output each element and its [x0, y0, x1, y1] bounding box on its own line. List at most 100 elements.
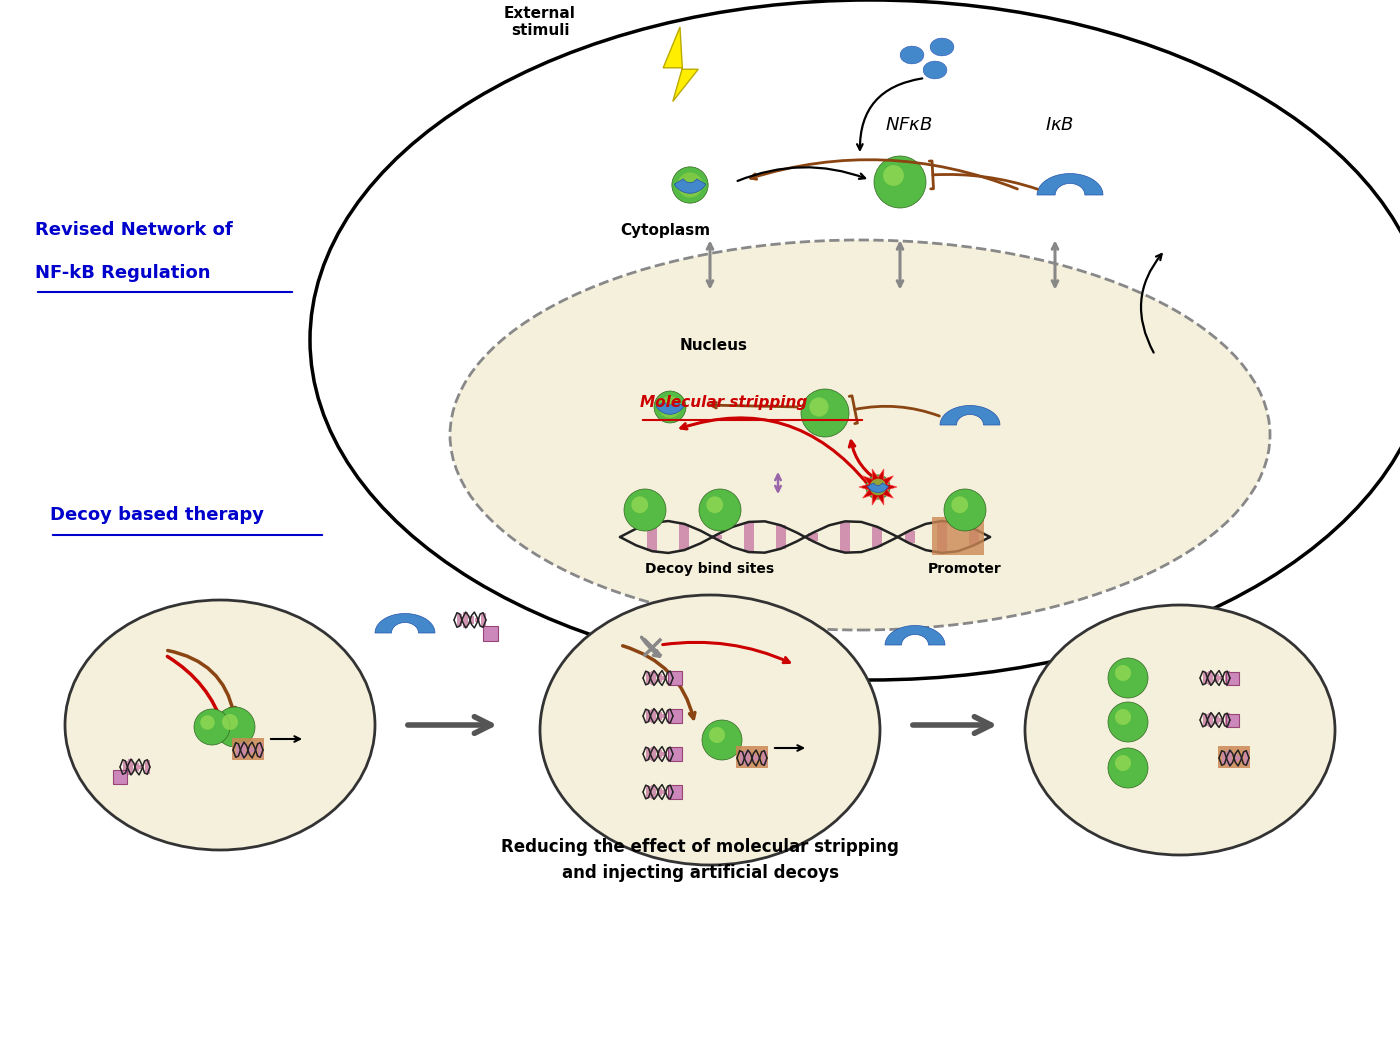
Circle shape — [654, 391, 686, 423]
Bar — [657, 712, 662, 720]
Ellipse shape — [64, 600, 375, 850]
Bar — [662, 752, 668, 756]
Bar — [651, 709, 657, 723]
Bar — [668, 748, 673, 761]
Polygon shape — [923, 61, 946, 79]
Text: External
stimuli: External stimuli — [504, 5, 575, 38]
Polygon shape — [939, 405, 1000, 425]
Circle shape — [801, 388, 848, 437]
Bar — [969, 529, 979, 545]
Bar — [1225, 672, 1239, 685]
Circle shape — [678, 172, 703, 197]
Polygon shape — [860, 469, 897, 505]
Text: Molecular stripping: Molecular stripping — [640, 395, 808, 410]
Ellipse shape — [540, 595, 881, 865]
Ellipse shape — [449, 240, 1270, 630]
Circle shape — [1107, 702, 1148, 742]
Polygon shape — [885, 626, 945, 645]
Bar — [736, 746, 769, 768]
Bar — [662, 676, 668, 680]
Circle shape — [1114, 755, 1131, 771]
Circle shape — [223, 714, 238, 730]
Bar — [232, 738, 265, 760]
Bar — [645, 711, 651, 721]
Circle shape — [1107, 658, 1148, 698]
Circle shape — [1114, 709, 1131, 724]
Bar — [662, 790, 668, 794]
Bar — [1214, 674, 1219, 682]
Polygon shape — [900, 46, 924, 64]
Circle shape — [200, 715, 214, 730]
Circle shape — [708, 727, 725, 743]
Text: $I\kappa B$: $I\kappa B$ — [1044, 116, 1074, 134]
Bar — [123, 761, 127, 773]
Circle shape — [701, 720, 742, 760]
Circle shape — [195, 709, 230, 745]
Bar — [645, 749, 651, 759]
Bar — [668, 709, 682, 723]
Circle shape — [631, 497, 648, 513]
Bar — [932, 517, 984, 555]
Bar — [140, 764, 144, 770]
Bar — [668, 671, 682, 685]
Bar — [776, 525, 785, 549]
Bar — [651, 671, 657, 686]
Bar — [1219, 676, 1225, 680]
Ellipse shape — [1025, 605, 1336, 855]
Bar — [651, 747, 657, 761]
Wedge shape — [868, 483, 889, 492]
Bar — [1233, 754, 1238, 762]
Text: Reducing the effect of molecular stripping
and injecting artificial decoys: Reducing the effect of molecular strippi… — [501, 838, 899, 882]
Circle shape — [865, 475, 890, 499]
Text: Promoter: Promoter — [928, 562, 1002, 576]
Text: $NF\kappa B$: $NF\kappa B$ — [885, 116, 932, 134]
Bar — [743, 522, 753, 552]
Bar — [237, 744, 241, 756]
Bar — [483, 626, 497, 640]
Bar — [657, 674, 662, 682]
Bar — [246, 746, 252, 754]
Bar — [668, 785, 673, 799]
Polygon shape — [375, 613, 435, 633]
Bar — [469, 615, 475, 625]
Text: Decoy bind sites: Decoy bind sites — [645, 562, 774, 576]
Wedge shape — [675, 178, 706, 193]
Ellipse shape — [309, 0, 1400, 680]
Bar — [480, 613, 486, 627]
Bar — [668, 709, 673, 722]
Circle shape — [699, 489, 741, 531]
Polygon shape — [930, 38, 953, 56]
Bar — [463, 612, 468, 628]
Circle shape — [869, 479, 886, 496]
Bar — [668, 785, 682, 799]
Circle shape — [809, 397, 829, 417]
Circle shape — [707, 497, 724, 513]
Bar — [750, 754, 756, 762]
Bar — [741, 752, 745, 764]
Bar — [745, 750, 750, 765]
Bar — [657, 750, 662, 758]
Bar — [679, 524, 689, 550]
Circle shape — [624, 489, 666, 531]
Bar — [668, 671, 673, 685]
Bar — [711, 534, 721, 540]
Circle shape — [874, 156, 925, 208]
Circle shape — [883, 165, 904, 186]
Bar — [647, 523, 657, 551]
Bar — [1208, 713, 1214, 728]
Bar — [1208, 671, 1214, 686]
Bar — [241, 742, 246, 758]
Wedge shape — [657, 402, 683, 415]
Bar — [1203, 714, 1208, 726]
Bar — [645, 786, 651, 798]
Text: NF-kB Regulation: NF-kB Regulation — [35, 264, 210, 282]
Circle shape — [944, 489, 986, 531]
Polygon shape — [1037, 173, 1103, 195]
Bar — [475, 617, 480, 623]
Bar — [808, 532, 818, 542]
Bar — [1225, 714, 1239, 727]
Bar — [651, 784, 657, 799]
Circle shape — [216, 707, 255, 747]
Bar — [252, 748, 258, 752]
Bar — [1218, 746, 1250, 768]
